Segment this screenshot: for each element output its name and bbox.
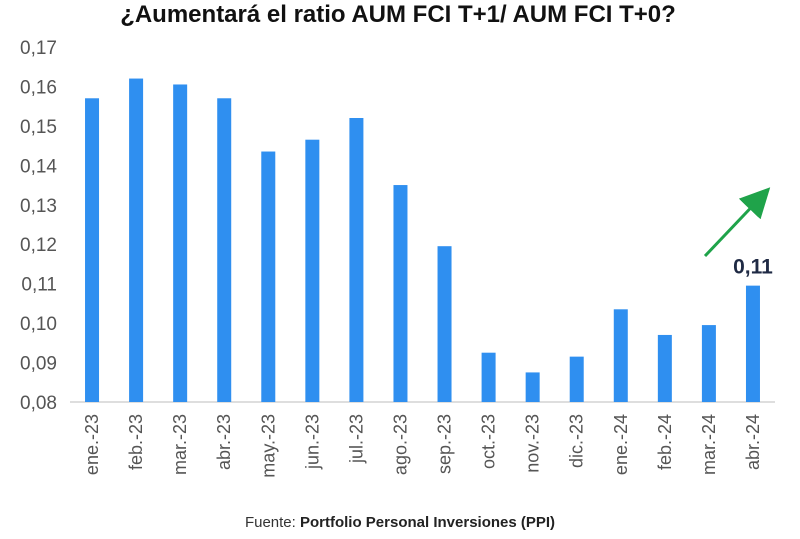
y-tick-label: 0,15: [20, 117, 57, 138]
x-tick-label: mar.-24: [699, 414, 719, 475]
bar-mar.-24: [701, 325, 716, 402]
y-tick-label: 0,13: [20, 196, 57, 217]
x-tick-label: mar.-23: [170, 414, 190, 475]
x-tick-label: sep.-23: [435, 414, 455, 474]
x-tick-label: feb.-24: [655, 414, 675, 470]
x-tick-label: abr.-23: [214, 414, 234, 470]
x-tick-label: jun.-23: [302, 414, 322, 470]
y-tick-label: 0,09: [20, 354, 57, 375]
x-tick-label: feb.-23: [126, 414, 146, 470]
x-tick-label: ene.-23: [82, 414, 102, 475]
y-tick-label: 0,14: [20, 156, 57, 177]
x-tick-label: may.-23: [258, 414, 278, 478]
x-tick-label: ago.-23: [390, 414, 410, 475]
source-name: Portfolio Personal Inversiones (PPI): [300, 514, 555, 531]
bar-feb.-23: [129, 78, 144, 403]
source-note: Fuente: Portfolio Personal Inversiones (…: [245, 514, 555, 531]
bar-ene.-23: [85, 98, 100, 403]
value-annotation: 0,11: [733, 256, 773, 279]
x-tick-label: jul.-23: [346, 414, 366, 464]
y-tick-label: 0,10: [20, 314, 57, 335]
x-tick-label: abr.-24: [743, 414, 763, 470]
bar-oct.-23: [481, 352, 496, 402]
bar-ene.-24: [613, 309, 628, 402]
bar-may.-23: [261, 151, 276, 402]
bar-abr.-24: [745, 285, 760, 402]
y-tick-label: 0,12: [20, 235, 57, 256]
x-tick-label: nov.-23: [523, 414, 543, 473]
chart-title: ¿Aumentará el ratio AUM FCI T+1/ AUM FCI…: [120, 1, 676, 28]
bar-ago.-23: [393, 185, 408, 402]
bar-abr.-23: [217, 98, 232, 403]
x-tick-label: dic.-23: [567, 414, 587, 468]
bar-dic.-23: [569, 356, 584, 402]
bar-mar.-23: [173, 84, 188, 402]
trend-arrow-icon: [703, 187, 771, 258]
y-tick-label: 0,08: [20, 393, 57, 414]
source-prefix: Fuente:: [245, 514, 300, 531]
bar-nov.-23: [525, 372, 540, 402]
bars: [85, 78, 760, 403]
bar-sep.-23: [437, 246, 452, 402]
y-tick-label: 0,16: [20, 77, 57, 98]
x-tick-label: ene.-24: [611, 414, 631, 475]
x-axis: ene.-23 feb.-23 mar.-23 abr.-23 may.-23 jun.-…: [82, 414, 763, 478]
y-axis: 0,08 0,09 0,10 0,11 0,12 0,13 0,14 0,15 0,16 0,17: [20, 38, 775, 414]
y-tick-label: 0,11: [21, 275, 57, 296]
bar-jul.-23: [349, 118, 364, 402]
bar-jun.-23: [305, 139, 320, 402]
y-tick-label: 0,17: [20, 38, 57, 59]
bar-feb.-24: [657, 334, 672, 402]
x-tick-label: oct.-23: [479, 414, 499, 469]
